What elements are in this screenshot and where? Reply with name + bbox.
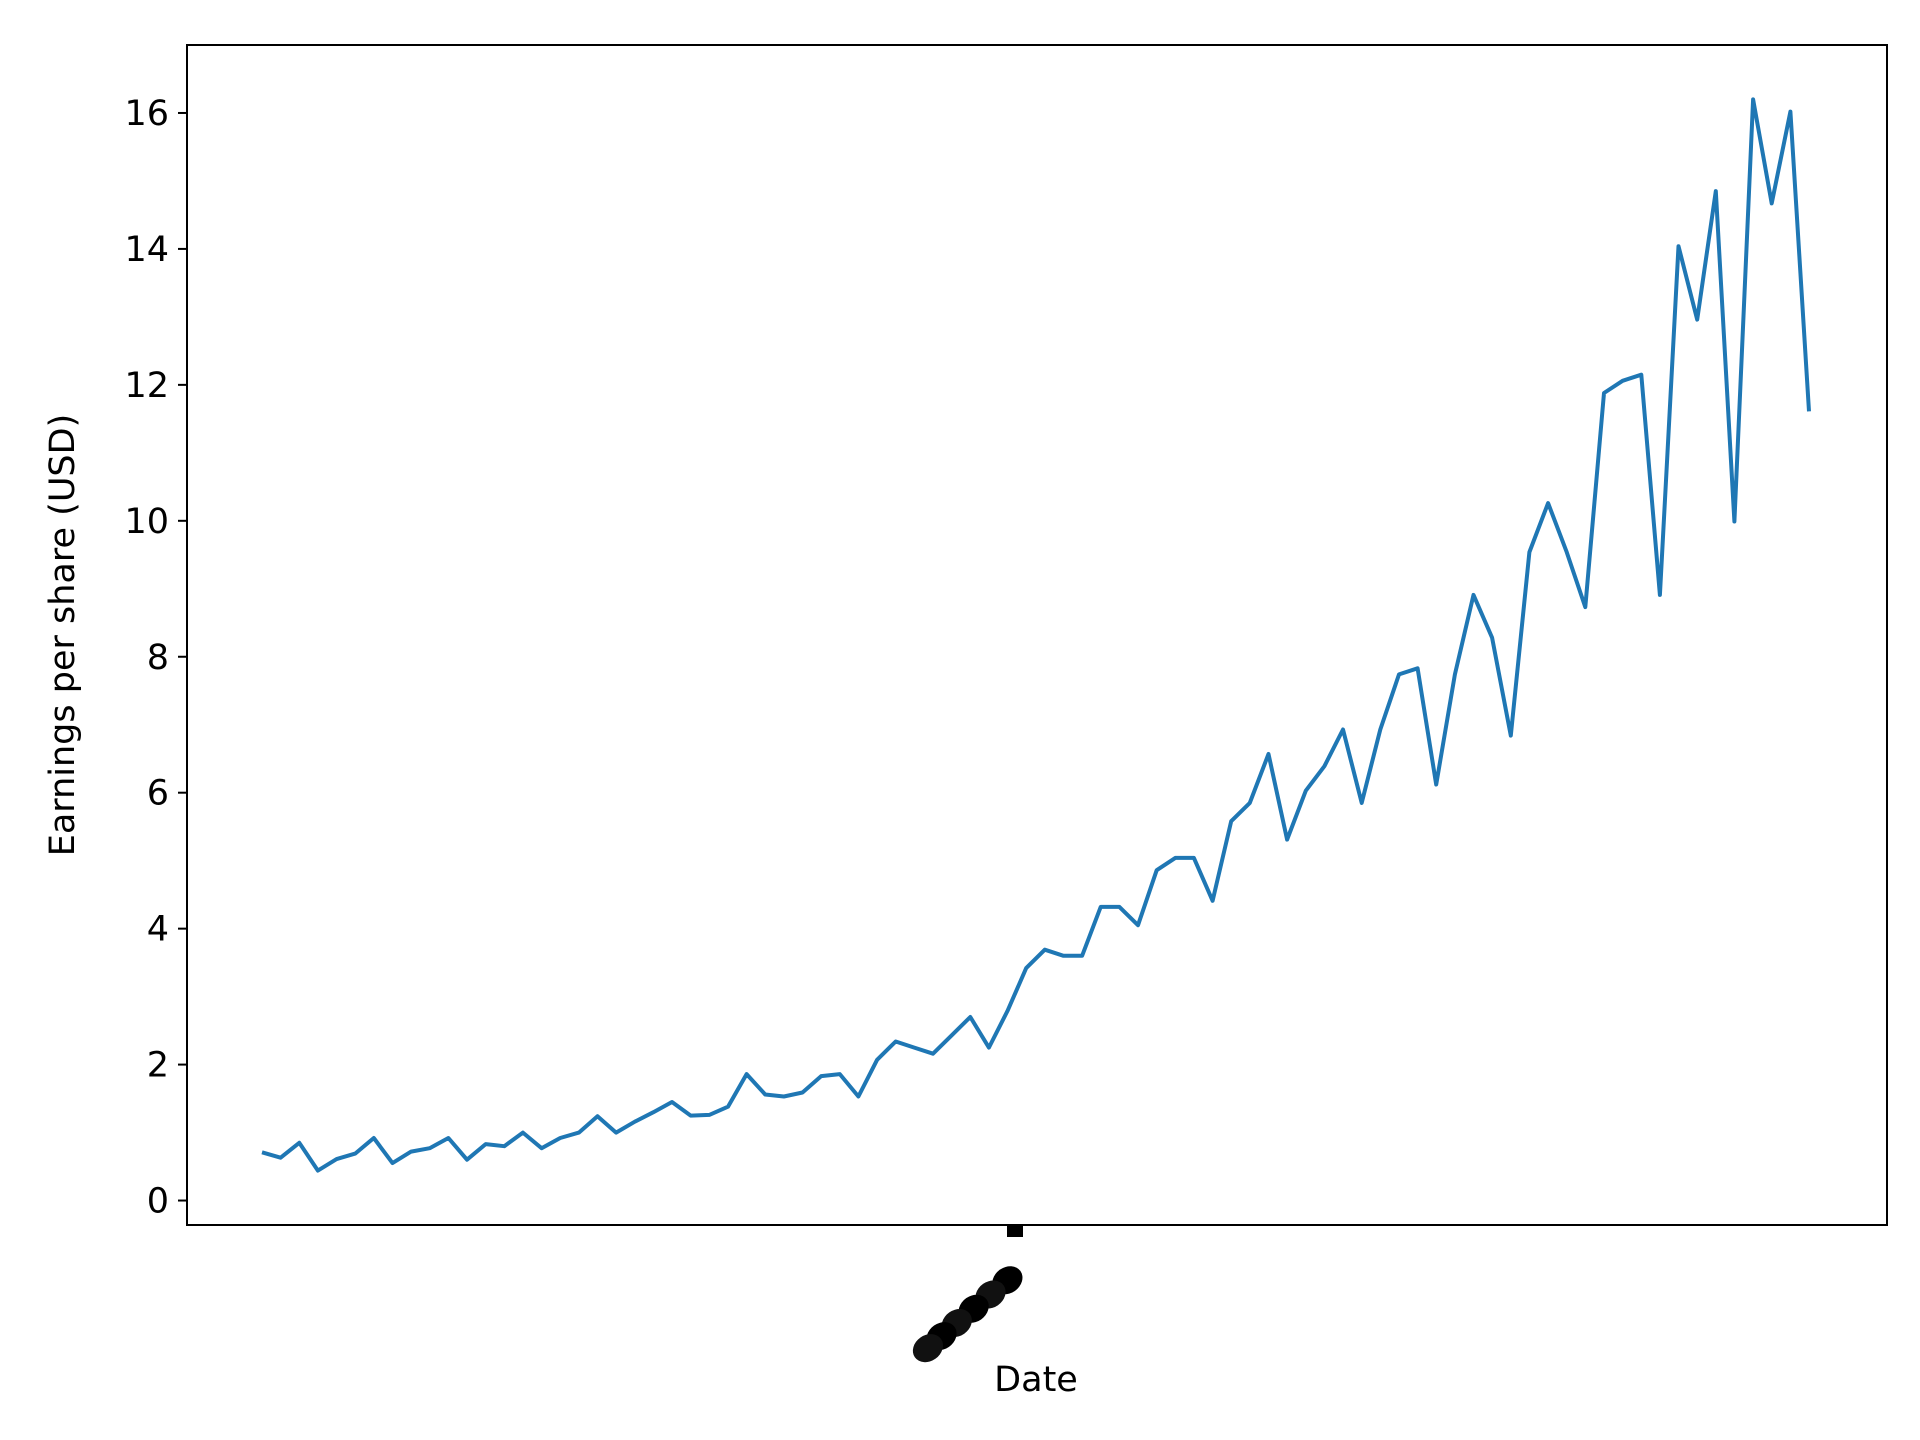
plot-background: [187, 45, 1887, 1225]
y-tick-label: 8: [147, 638, 169, 678]
y-tick-label: 12: [124, 366, 169, 406]
x-tick-label-glyph: [912, 1334, 944, 1363]
series-line: [261, 97, 1811, 1173]
y-tick-label: 0: [147, 1182, 169, 1222]
y-axis-ticks: 0 2 4 6 8 10 12 14 16: [124, 94, 187, 1222]
plot-frame: [186, 44, 1888, 1226]
x-tick-labels-overlapping: [912, 1266, 1023, 1363]
y-tick-label: 6: [147, 774, 169, 814]
y-tick-label: 14: [124, 230, 169, 270]
y-tick-label: 4: [147, 910, 169, 950]
y-tick-label: 16: [124, 94, 169, 134]
x-axis-ticks: [912, 1225, 1023, 1363]
x-axis-label: Date: [994, 1360, 1078, 1400]
y-axis-label: Earnings per share (USD): [43, 414, 83, 857]
y-tick-label: 10: [124, 502, 169, 542]
y-tick-label: 2: [147, 1046, 169, 1086]
x-tick-marks-overlapping: [1007, 1225, 1023, 1237]
